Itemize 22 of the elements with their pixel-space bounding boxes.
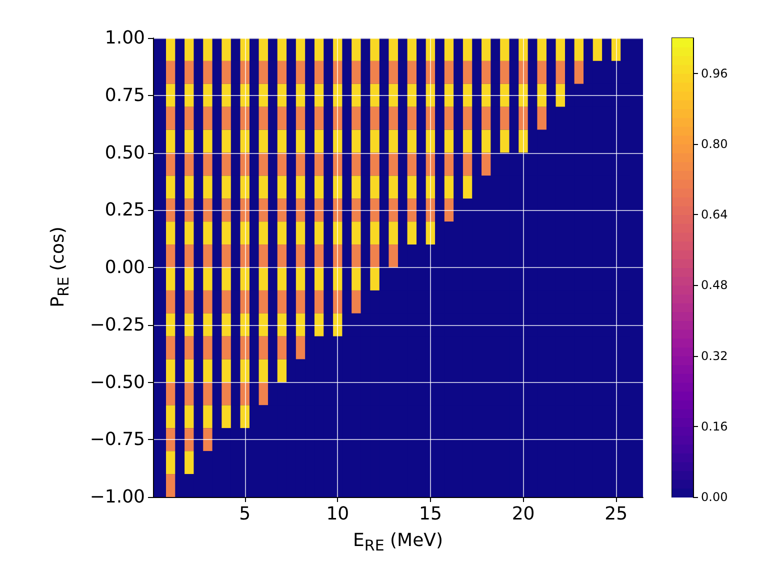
color-bar-label: 0.48 bbox=[701, 278, 728, 292]
y-tick-label: −1.00 bbox=[90, 486, 145, 508]
y-tick-label: −0.25 bbox=[90, 314, 145, 336]
color-bar-label: 0.32 bbox=[701, 348, 728, 363]
y-tick-label: 0.25 bbox=[104, 200, 145, 221]
x-tick-label: 15 bbox=[419, 504, 442, 524]
color-bar-label: 0.80 bbox=[701, 136, 728, 151]
y-tick-label: −0.50 bbox=[90, 372, 145, 393]
color-bar-label: 0.00 bbox=[701, 490, 728, 504]
y-tick-label: −0.75 bbox=[90, 429, 145, 450]
x-tick-label: 5 bbox=[239, 504, 251, 524]
x-tick-label: 20 bbox=[512, 504, 535, 524]
x-tick-label: 10 bbox=[326, 504, 350, 524]
color-bar-label: 0.16 bbox=[701, 419, 728, 434]
y-tick-label: 0.75 bbox=[104, 84, 145, 106]
x-tick-label: 25 bbox=[604, 504, 628, 524]
color-bar-label: 0.64 bbox=[701, 208, 728, 222]
y-tick-label: 0.00 bbox=[104, 257, 145, 278]
y-tick-label: 1.00 bbox=[104, 28, 145, 48]
color-bar-label: 0.96 bbox=[701, 66, 728, 80]
y-tick-label: 0.50 bbox=[104, 142, 145, 164]
x-axis-title: E$_{RE}$ (MeV) bbox=[353, 530, 443, 555]
